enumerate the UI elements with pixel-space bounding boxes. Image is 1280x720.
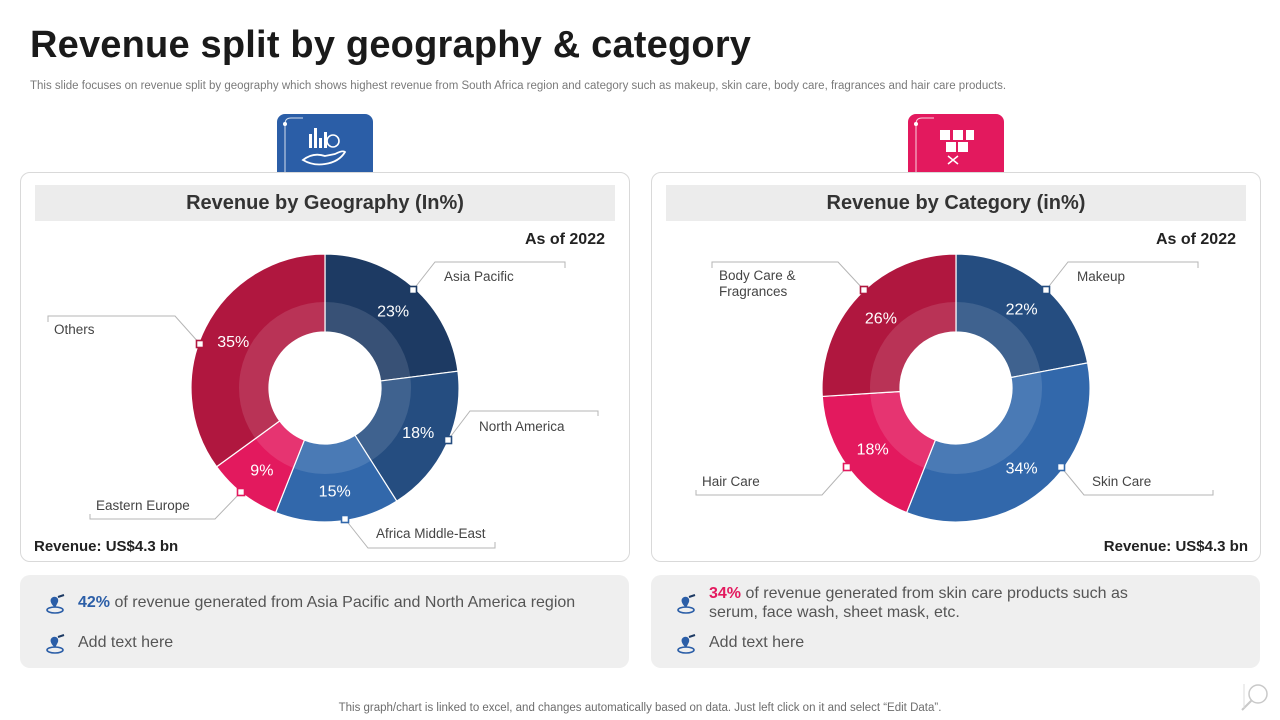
slice-value-others: 35% [217,334,249,351]
geography-revenue-total: Revenue: US$4.3 bn [34,538,179,555]
marker-skin-care [1056,462,1066,472]
category-revenue-total: Revenue: US$4.3 bn [1103,538,1248,555]
slice-value-body-care-fragrances: 26% [865,310,897,327]
donut-hole [900,332,1012,444]
geography-callout-row-2: Add text here [44,633,609,655]
category-label-africa-middle-east: Africa Middle-East [376,526,486,541]
product-grid-icon [914,117,974,174]
geography-tab [277,114,373,174]
category-callout-box: 34% of revenue generated from skin care … [651,575,1260,668]
leader-line-skin-care [1060,466,1214,496]
category-label-eastern-europe: Eastern Europe [96,498,190,513]
location-check-icon [46,634,65,654]
leader-line-others [47,315,201,345]
marker-north-america [443,435,453,445]
page-title: Revenue split by geography & category [30,24,752,66]
category-label-skin-care: Skin Care [1092,474,1151,489]
category-label-others: Others [54,322,95,337]
category-label-hair-care: Hair Care [702,474,760,489]
leader-line-africa-middle-east [344,518,496,549]
leader-line-hair-care [695,466,848,496]
leader-line-makeup [1045,261,1199,291]
geography-highlight-value: 42% [78,594,111,611]
category-tab [908,114,1004,174]
geography-callout-text: of revenue generated from Asia Pacific a… [110,594,576,611]
category-callout-text: of revenue generated from skin care prod… [709,585,1128,621]
geography-panel-heading: Revenue by Geography (In%) [35,185,615,221]
category-label-makeup: Makeup [1077,269,1125,284]
marker-others [195,339,205,349]
category-label-body-care-fragrances-line2: Fragrances [719,284,788,299]
leader-line-eastern-europe [89,491,242,520]
leader-line-north-america [447,410,599,441]
category-callout-row-2: Add text here [675,633,1240,655]
geography-callout-box: 42% of revenue generated from Asia Pacif… [20,575,629,668]
leader-line-body-care-fragrances [711,261,865,291]
category-label-asia-pacific: Asia Pacific [444,269,514,284]
location-check-icon [677,594,696,614]
marker-africa-middle-east [340,514,350,524]
category-highlight-value: 34% [709,585,742,602]
category-label-north-america: North America [479,419,565,434]
geography-placeholder-text[interactable]: Add text here [78,634,174,651]
category-callout-row-1: 34% of revenue generated from skin care … [675,584,1240,622]
slice-value-eastern-europe: 9% [250,462,273,479]
footer-note: This graph/chart is linked to excel, and… [338,702,942,714]
marker-body-care-fragrances [859,285,869,295]
slice-value-asia-pacific: 23% [377,304,409,321]
geography-callout-row-1: 42% of revenue generated from Asia Pacif… [44,593,609,615]
slice-value-skin-care: 34% [1006,460,1038,477]
location-check-icon [677,634,696,654]
slice-value-makeup: 22% [1006,302,1038,319]
hand-chart-money-icon [283,117,347,174]
slice-value-north-america: 18% [402,425,434,442]
slice-value-hair-care: 18% [857,442,889,459]
category-placeholder-text[interactable]: Add text here [709,634,805,651]
marker-makeup [1041,285,1051,295]
category-as-of: As of 2022 [1155,231,1236,248]
marker-hair-care [842,462,852,472]
leader-line-asia-pacific [412,261,566,291]
magnifier-icon [1241,684,1268,711]
geography-as-of: As of 2022 [524,231,605,248]
category-panel-heading: Revenue by Category (in%) [666,185,1246,221]
location-check-icon [46,594,65,614]
category-label-body-care-fragrances: Body Care & [719,268,796,283]
donut-hole [269,332,381,444]
page-subtitle: This slide focuses on revenue split by g… [30,80,1007,92]
marker-eastern-europe [236,487,246,497]
marker-asia-pacific [408,285,418,295]
slice-value-africa-middle-east: 15% [319,484,351,501]
